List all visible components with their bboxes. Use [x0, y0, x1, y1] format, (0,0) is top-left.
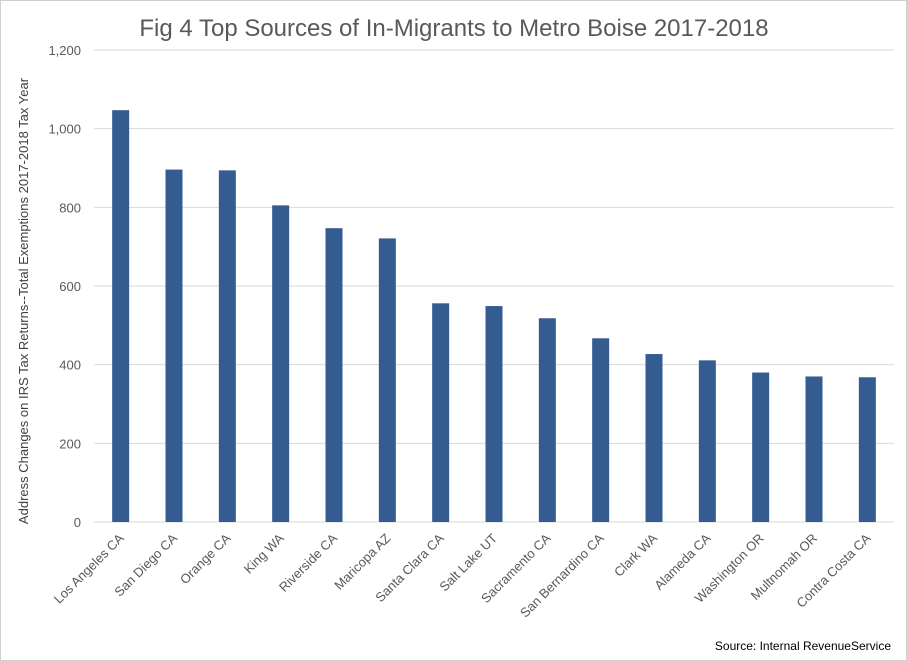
y-tick-label: 1,200 [48, 43, 81, 58]
chart-title: Fig 4 Top Sources of In-Migrants to Metr… [139, 15, 768, 42]
bar [752, 372, 770, 522]
bar [272, 205, 290, 522]
bar [432, 303, 450, 522]
bar [645, 354, 663, 522]
bar [805, 376, 823, 522]
y-tick-label: 800 [59, 200, 81, 215]
y-tick-label: 1,000 [48, 122, 81, 137]
x-tick-label: King WA [241, 530, 287, 576]
bar [698, 360, 716, 522]
bar [165, 169, 183, 522]
y-tick-label: 0 [74, 515, 81, 530]
bars [112, 110, 876, 523]
bar [858, 377, 876, 522]
bar [538, 318, 556, 522]
x-tick-label: Los Angeles CA [51, 530, 127, 606]
y-axis-title: Address Changes on IRS Tax Returns--Tota… [16, 77, 31, 524]
y-tick-label: 200 [59, 436, 81, 451]
bar [592, 338, 610, 522]
source-note: Source: Internal RevenueService [715, 639, 891, 653]
y-tick-label: 600 [59, 279, 81, 294]
y-tick-label: 400 [59, 358, 81, 373]
bar [485, 306, 503, 522]
y-axis-ticks: 0 200 400 600 800 1,000 1,200 [48, 43, 81, 530]
bar [325, 228, 343, 522]
x-tick-label: Clark WA [611, 530, 660, 579]
bar [378, 238, 396, 522]
bar [112, 110, 130, 523]
bar [218, 170, 236, 523]
x-tick-label: Orange CA [177, 530, 234, 587]
